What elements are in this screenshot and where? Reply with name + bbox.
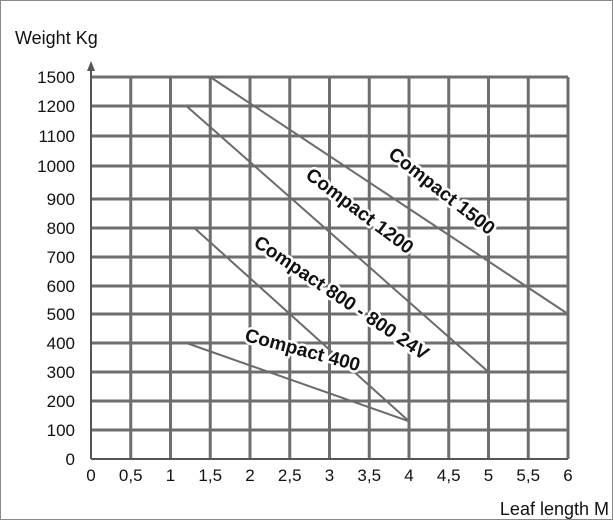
x-tick-label: 2 <box>245 466 254 485</box>
y-tick-label: 900 <box>47 190 75 209</box>
series-line <box>209 76 569 315</box>
y-tick-label: 700 <box>47 248 75 267</box>
y-axis-arrow <box>87 61 95 71</box>
x-axis-title: Leaf length M <box>500 499 609 519</box>
x-tick-label: 5,5 <box>516 466 540 485</box>
y-tick-label: 500 <box>47 305 75 324</box>
x-tick-label: 3 <box>325 466 334 485</box>
y-tick-label: 100 <box>47 421 75 440</box>
x-tick-label: 1 <box>166 466 175 485</box>
x-tick-label: 2,5 <box>278 466 302 485</box>
x-tick-label: 0 <box>86 466 95 485</box>
x-tick-label: 5 <box>484 466 493 485</box>
y-tick-label: 400 <box>47 334 75 353</box>
x-tick-label: 3,5 <box>357 466 381 485</box>
series-line <box>185 105 490 373</box>
x-tick-label: 0,5 <box>119 466 143 485</box>
y-tick-label: 1100 <box>38 127 75 146</box>
y-tick-label: 0 <box>66 450 75 469</box>
y-axis-title: Weight Kg <box>15 28 98 48</box>
x-tick-label: 1,5 <box>198 466 222 485</box>
grid <box>91 75 570 459</box>
series-line <box>193 227 410 423</box>
x-tick-label: 4,5 <box>437 466 461 485</box>
x-tick-label: 4 <box>404 466 413 485</box>
y-tick-label: 300 <box>47 363 75 382</box>
axes: 0 0,5 1 1,5 2 2,5 3 3,5 4 4,5 5 5,5 6 0 100 200 300 400 50… <box>37 61 573 485</box>
y-tick-label: 600 <box>47 277 75 296</box>
x-tick-label: 6 <box>563 466 572 485</box>
y-tick-label: 1200 <box>37 97 75 116</box>
y-tick-label: 1000 <box>37 157 75 176</box>
y-tick-label: 800 <box>47 219 75 238</box>
y-tick-label: 200 <box>47 392 75 411</box>
series-label: Compact 1200 <box>302 164 418 258</box>
y-tick-label: 1500 <box>37 68 75 87</box>
series-line <box>186 342 410 423</box>
series-label: Compact 1500 <box>384 144 498 240</box>
